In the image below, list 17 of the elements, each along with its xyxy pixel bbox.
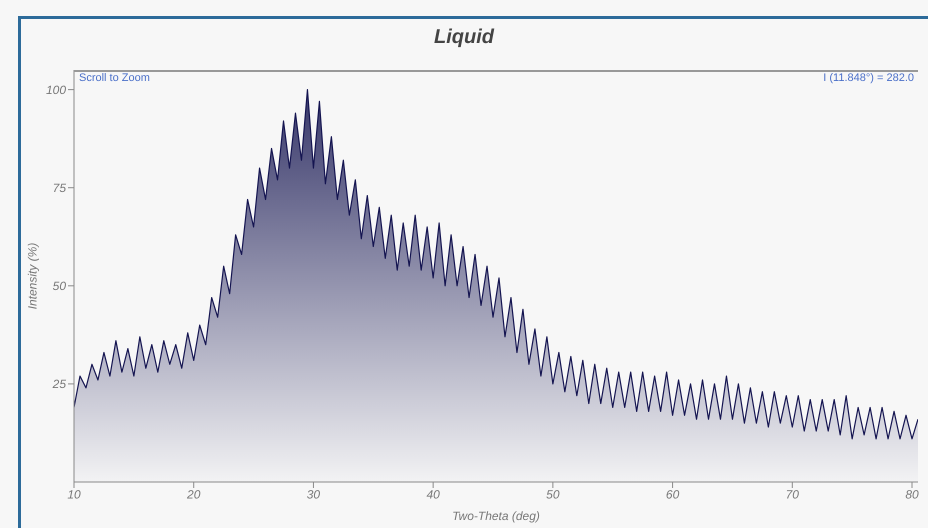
y-tick-label: 75 [52, 180, 66, 195]
x-tick-label: 10 [67, 488, 81, 502]
x-tick-label: 30 [306, 488, 320, 502]
y-tick-label: 100 [46, 82, 66, 97]
annotation: I (11.848°) = 282.0 [823, 72, 914, 84]
annotation: Scroll to Zoom [79, 72, 150, 84]
x-tick-label: 20 [186, 488, 201, 502]
x-tick-label: 70 [786, 488, 800, 502]
chart-title: Liquid [433, 26, 496, 49]
y-axis-title: Intensity (%) [25, 242, 40, 310]
x-tick-label: 60 [666, 488, 680, 502]
x-tick-label: 40 [426, 488, 440, 502]
x-axis-title: Two-Theta (deg) [452, 509, 540, 523]
x-tick-label: 80 [905, 488, 920, 502]
y-tick-label: 25 [52, 377, 66, 392]
y-tick-label: 50 [52, 279, 66, 294]
x-tick-label: 50 [546, 488, 560, 502]
